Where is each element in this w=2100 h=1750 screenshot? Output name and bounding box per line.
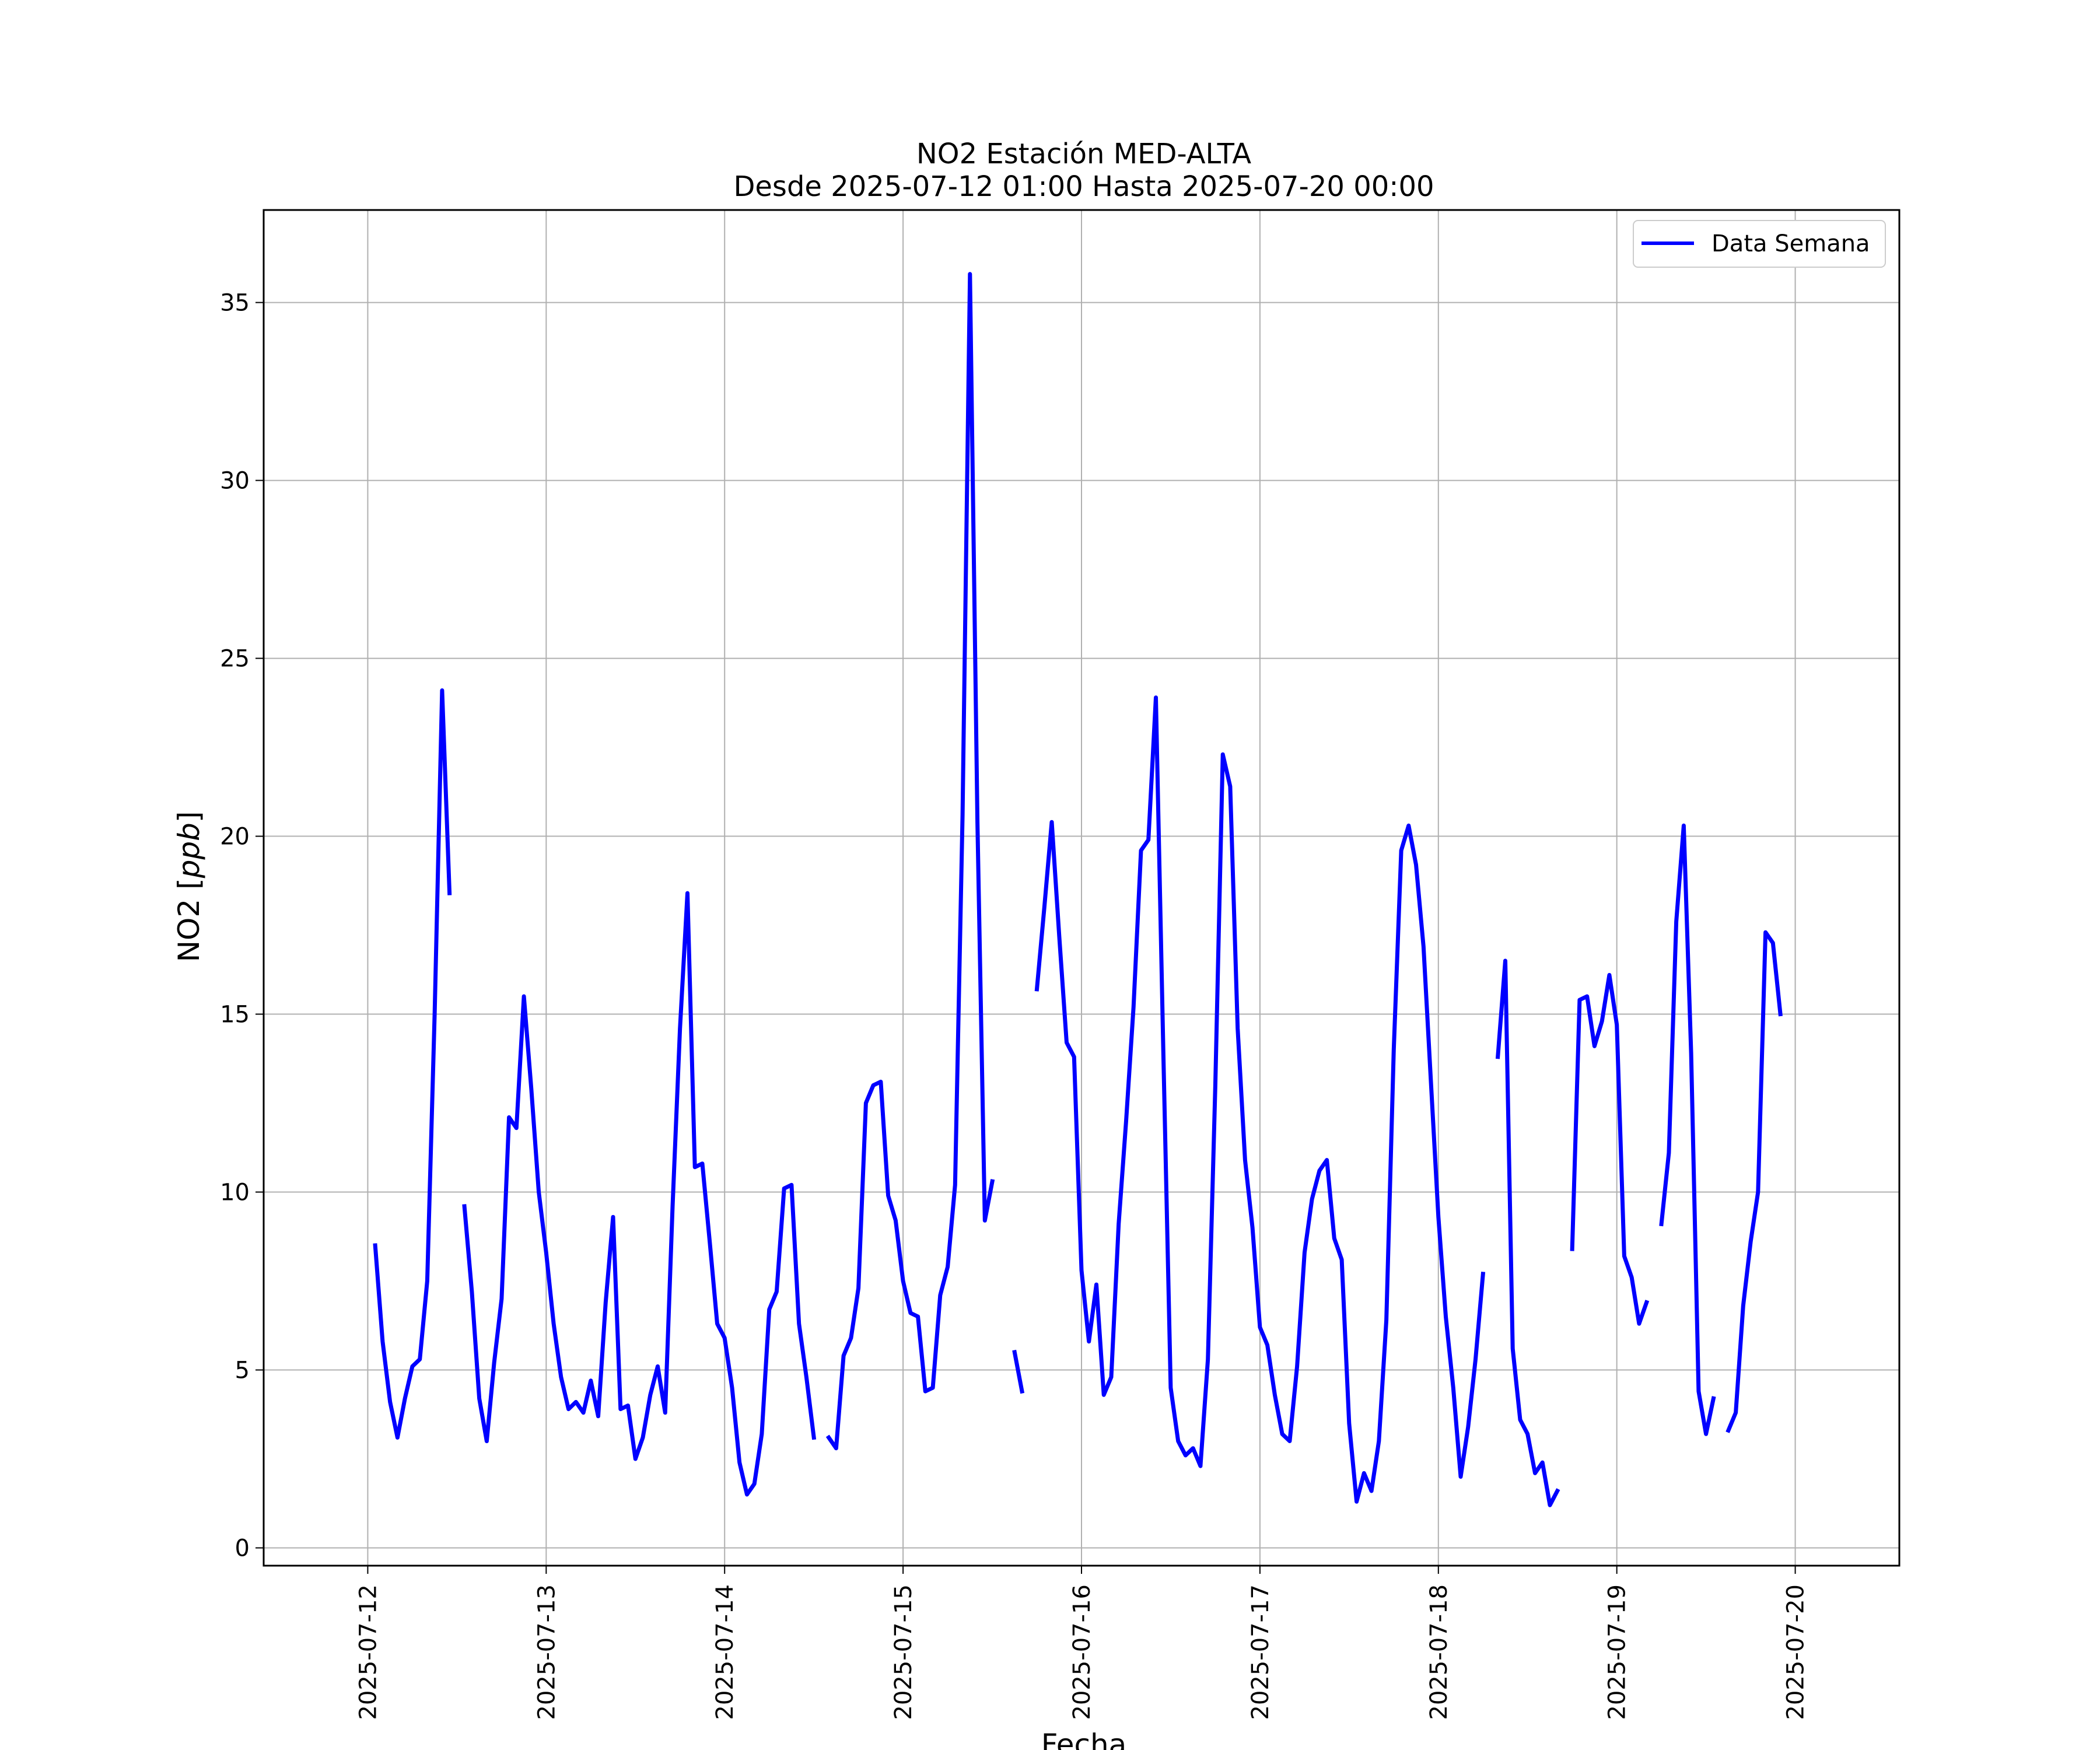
x-tick-label: 2025-07-16 bbox=[1069, 1584, 1096, 1720]
chart-title: NO2 Estación MED-ALTA bbox=[916, 138, 1251, 170]
y-tick-label: 25 bbox=[220, 646, 250, 673]
legend: Data Semana bbox=[1633, 220, 1886, 268]
series-line-segment bbox=[462, 891, 817, 1497]
y-axis-label-unit: ppb bbox=[172, 822, 206, 878]
plot-area: 2025-07-12 2025-07-13 2025-07-14 2025-07-15… bbox=[220, 209, 1901, 1720]
y-tick-label: 15 bbox=[220, 1002, 250, 1028]
x-tick-label: 2025-07-14 bbox=[712, 1584, 738, 1720]
x-axis-label: Fecha bbox=[1041, 1728, 1127, 1750]
y-tick-label: 10 bbox=[220, 1180, 250, 1206]
series-line-segment bbox=[373, 688, 452, 1440]
x-tick-label: 2025-07-13 bbox=[533, 1584, 560, 1720]
series-line-segment bbox=[1495, 958, 1560, 1507]
series-line-segment bbox=[1034, 695, 1486, 1504]
x-tick-label: 2025-07-17 bbox=[1247, 1584, 1274, 1720]
series-line-segment bbox=[825, 272, 995, 1451]
y-tick-label: 0 bbox=[235, 1535, 250, 1562]
x-tick-label: 2025-07-15 bbox=[890, 1584, 917, 1720]
y-axis-label-suffix: ] bbox=[172, 811, 206, 823]
series-line-segment bbox=[1726, 930, 1783, 1433]
legend-label: Data Semana bbox=[1712, 230, 1870, 257]
series-line-segment bbox=[1570, 972, 1650, 1326]
legend-frame bbox=[1633, 220, 1886, 268]
y-tick-label: 20 bbox=[220, 824, 250, 850]
y-axis-label-prefix: NO2 [ bbox=[172, 878, 206, 962]
chart-subtitle: Desde 2025-07-12 01:00 Hasta 2025-07-20 … bbox=[733, 170, 1434, 203]
y-tick-label: 5 bbox=[235, 1357, 250, 1384]
y-tick-label: 30 bbox=[220, 468, 250, 495]
y-axis-label: NO2 [ppb] bbox=[172, 811, 206, 963]
x-tick-label: 2025-07-12 bbox=[355, 1584, 382, 1720]
y-tick-label: 35 bbox=[220, 290, 250, 317]
x-tick-label: 2025-07-18 bbox=[1426, 1584, 1452, 1720]
series-line-segment bbox=[1659, 823, 1716, 1436]
x-tick-label: 2025-07-20 bbox=[1783, 1584, 1810, 1720]
series-line-segment bbox=[1012, 1349, 1025, 1394]
plot-frame bbox=[262, 209, 1901, 1567]
x-tick-label: 2025-07-19 bbox=[1604, 1584, 1631, 1720]
